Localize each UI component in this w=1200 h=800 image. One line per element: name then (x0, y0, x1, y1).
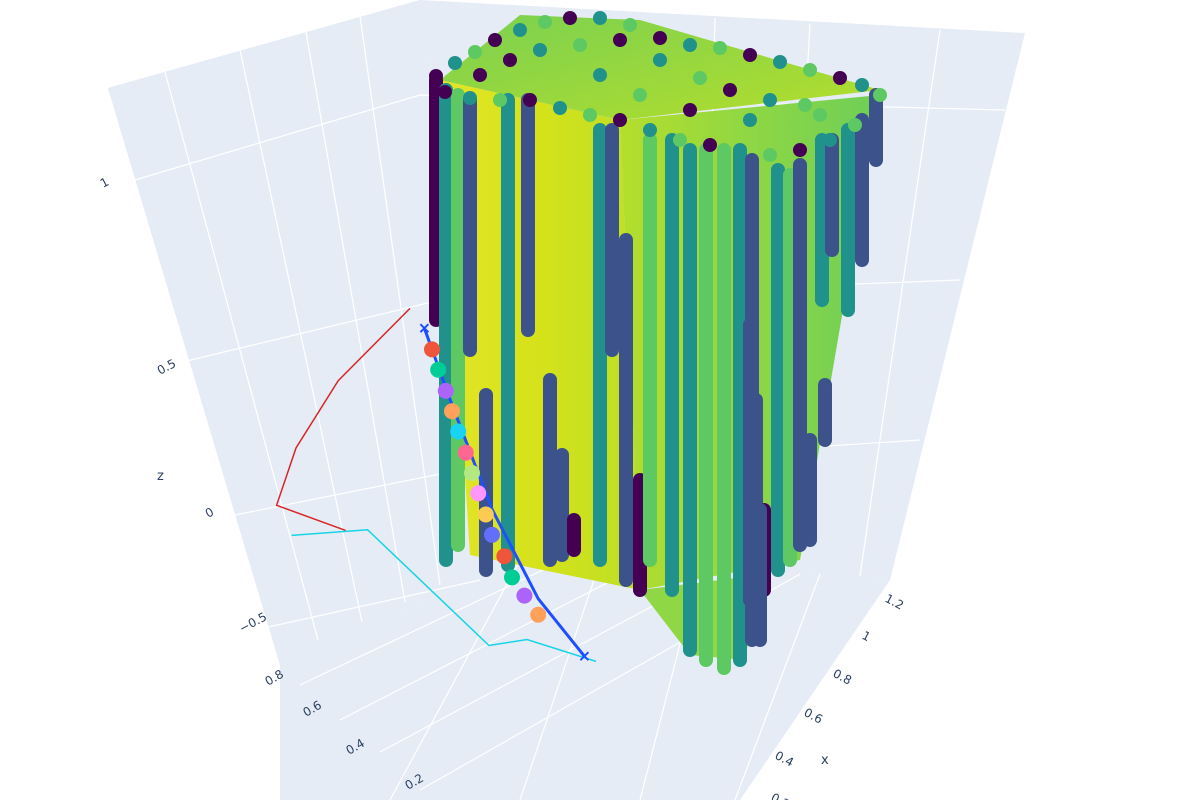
rim-marker (743, 113, 757, 127)
rim-marker (593, 68, 607, 82)
tick-label-x: 0.6 (802, 705, 825, 726)
rim-marker (623, 18, 637, 32)
rim-marker (723, 83, 737, 97)
grid-line (169, 299, 441, 366)
trace-marker (504, 569, 520, 586)
pane-left-fill (108, 0, 520, 665)
rim-marker (533, 43, 547, 57)
grid-line (734, 573, 821, 800)
rim-marker (673, 133, 687, 147)
grid-line (239, 49, 363, 623)
tick-label-x: 0.2 (769, 790, 792, 800)
grid-line (209, 469, 461, 521)
rim-marker (513, 23, 527, 37)
grid-line (519, 561, 601, 800)
trace-marker (516, 587, 533, 604)
rim-marker (438, 85, 452, 99)
rim-marker (823, 133, 837, 147)
grid-line (305, 31, 406, 603)
rim-marker (613, 33, 627, 47)
rim-marker (493, 93, 507, 107)
rim-marker (653, 31, 667, 45)
rim-marker (488, 33, 502, 47)
trace-marker (477, 506, 494, 523)
trace-marker (444, 403, 460, 420)
rim-marker (553, 101, 567, 115)
trace-marker (424, 341, 440, 358)
rim-marker (538, 15, 552, 29)
rim-marker (683, 38, 697, 52)
trace-line-2 (422, 327, 586, 658)
rim-marker (593, 11, 607, 25)
rim-marker (793, 143, 807, 157)
rim-marker (873, 88, 887, 102)
rim-marker (743, 48, 757, 62)
rim-marker (468, 45, 482, 59)
rim-marker (803, 63, 817, 77)
rim-marker (813, 108, 827, 122)
trace-marker (484, 526, 500, 543)
rim-marker (683, 103, 697, 117)
trace-marker (457, 444, 474, 461)
trace-marker (430, 361, 447, 378)
grid-line (254, 579, 481, 631)
axis-title-z: z (157, 469, 164, 484)
trace-marker (450, 423, 467, 440)
tick-label-z: 0.5 (155, 356, 178, 377)
tick-label-x: 0.8 (831, 666, 854, 687)
point-cloud (429, 11, 887, 675)
rim-marker (643, 123, 657, 137)
rim-marker (848, 118, 862, 132)
rim-marker (503, 53, 517, 67)
grid-line (134, 94, 421, 181)
trace-marker (530, 606, 547, 623)
tick-label-z: 1 (98, 175, 111, 191)
rim-marker (523, 93, 537, 107)
rim-marker (703, 138, 717, 152)
rim-marker (463, 91, 477, 105)
trace-marker (464, 465, 480, 481)
axis-title-x: x (821, 753, 829, 768)
grid-line (359, 15, 441, 586)
rim-marker (583, 108, 597, 122)
rim-marker (563, 11, 577, 25)
trace-x-marker (419, 323, 430, 333)
rim-marker (429, 69, 443, 83)
rim-marker (573, 38, 587, 52)
trace-marker (470, 485, 487, 502)
trace-marker (496, 548, 513, 565)
trace-x-marker (579, 651, 590, 661)
rim-marker (473, 68, 487, 82)
traces (275, 307, 597, 663)
rim-marker (633, 88, 647, 102)
rim-marker (798, 98, 812, 112)
rim-marker (448, 56, 462, 70)
rim-marker (693, 71, 707, 85)
trace-line-0 (275, 307, 411, 532)
grid-line (164, 71, 319, 641)
rim-marker (653, 53, 667, 67)
rim-marker (613, 113, 627, 127)
rim-marker (855, 78, 869, 92)
tick-label-x: 0.4 (773, 748, 796, 769)
rim-marker (733, 145, 747, 159)
rim-marker (763, 93, 777, 107)
tick-label-z: 0 (203, 505, 216, 521)
tick-label-x: 1 (860, 628, 873, 644)
grid-line (859, 29, 941, 577)
tick-label-x: 1.2 (883, 591, 906, 612)
grid-line (389, 559, 521, 800)
rim-marker (763, 148, 777, 162)
rim-marker (833, 71, 847, 85)
trace-line-1 (291, 529, 597, 663)
rim-marker (773, 55, 787, 69)
trace-marker (437, 382, 454, 399)
tick-label-z: −0.5 (237, 610, 269, 636)
rim-marker (713, 41, 727, 55)
